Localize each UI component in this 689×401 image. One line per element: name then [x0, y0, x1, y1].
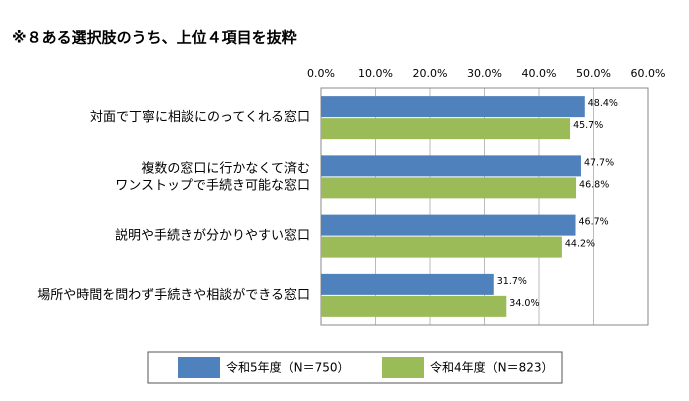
bar [321, 214, 576, 236]
x-tick-label: 40.0% [522, 67, 557, 80]
legend-swatch [178, 357, 220, 378]
y-tick-label-line: ワンストップで手続き可能な窓口 [115, 177, 310, 193]
y-tick-label: 説明や手続きが分かりやすい窓口 [115, 228, 310, 244]
y-tick-label: 場所や時間を問わず手続きや相談ができる窓口 [37, 287, 310, 303]
x-tick-label: 0.0% [307, 67, 335, 80]
value-label: 47.7% [584, 157, 614, 168]
legend-box [147, 351, 563, 384]
value-label: 48.4% [588, 98, 618, 109]
y-tick-label: 複数の窓口に行かなくて済むワンストップで手続き可能な窓口 [115, 160, 310, 193]
value-label: 31.7% [497, 276, 527, 287]
x-tick-label: 60.0% [631, 67, 666, 80]
value-label: 46.7% [579, 217, 609, 228]
chart-title: ※８ある選択肢のうち、上位４項目を抜粋 [12, 29, 297, 47]
legend-label: 令和5年度（N＝750） [226, 360, 350, 375]
value-label: 45.7% [573, 120, 603, 131]
x-tick-label: 20.0% [413, 67, 448, 80]
bar [321, 273, 494, 295]
legend-swatch [382, 357, 424, 378]
plot-border [320, 87, 649, 326]
bar [321, 155, 581, 177]
y-tick-label-line: 複数の窓口に行かなくて済む [141, 160, 310, 176]
legend-label: 令和4年度（N＝823） [430, 360, 554, 375]
x-tick-label: 30.0% [467, 67, 502, 80]
value-label: 34.0% [509, 298, 539, 309]
bar [321, 295, 507, 317]
x-tick-label: 50.0% [576, 67, 611, 80]
bar [321, 118, 571, 140]
bar [321, 177, 577, 199]
bar [321, 236, 562, 258]
bar [321, 96, 585, 118]
x-tick-label: 10.0% [358, 67, 393, 80]
y-tick-label: 対面で丁寧に相談にのってくれる窓口 [90, 109, 310, 125]
value-label: 44.2% [565, 239, 595, 250]
value-label: 46.8% [579, 179, 609, 190]
